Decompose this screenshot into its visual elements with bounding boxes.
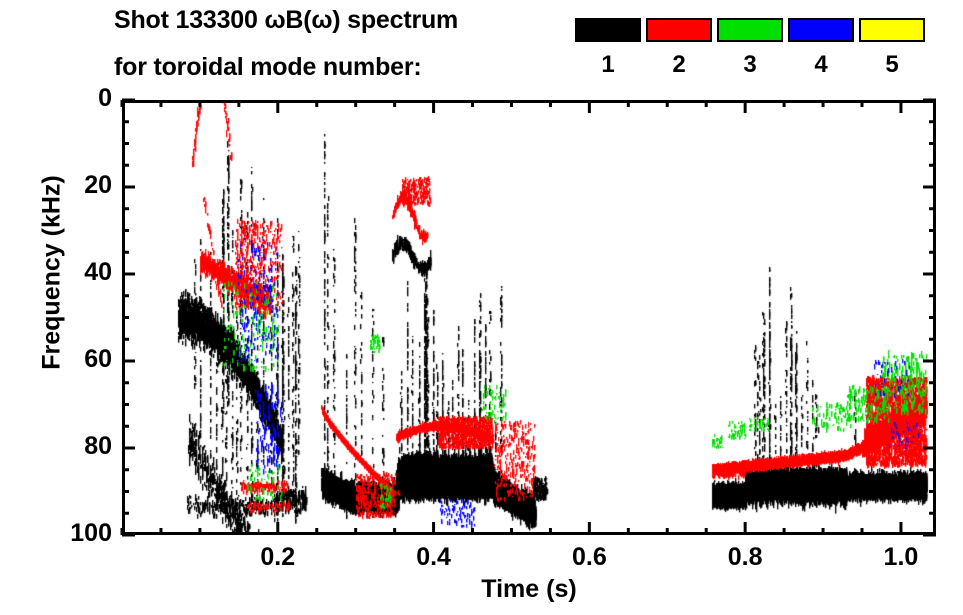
- y-tick-label-100: 0: [98, 84, 112, 112]
- legend-swatch-2: [646, 18, 712, 42]
- legend-swatch-3: [717, 18, 783, 42]
- plot-area: [122, 100, 936, 535]
- figure-title-line-1: Shot 133300 ωB(ω) spectrum: [114, 6, 459, 34]
- legend-item-1: 1: [575, 14, 641, 90]
- legend-swatch-1: [575, 18, 641, 42]
- legend-label-2: 2: [672, 51, 686, 78]
- x-tick-label-0.4: 0.4: [416, 543, 451, 571]
- spectrogram-scatter-canvas: [125, 103, 933, 532]
- x-tick-label-0.6: 0.6: [571, 543, 607, 571]
- y-tick-label-20: 80: [84, 432, 112, 460]
- legend-label-1: 1: [601, 51, 615, 78]
- legend-swatch-4: [788, 18, 854, 42]
- x-tick-label-0.8: 0.8: [727, 543, 763, 571]
- x-tick-label-1: 1.0: [883, 543, 919, 571]
- legend-label-4: 4: [814, 51, 828, 78]
- legend-item-4: 4: [788, 14, 854, 90]
- x-tick-label-0.2: 0.2: [260, 543, 296, 571]
- y-tick-label-80: 20: [84, 171, 112, 199]
- y-tick-label-60: 40: [84, 258, 112, 286]
- legend: 1 2 3 4 5: [575, 14, 925, 90]
- y-tick-label-0: 100: [70, 519, 112, 547]
- y-tick-label-40: 60: [84, 345, 112, 373]
- x-axis-label: Time (s): [481, 575, 577, 603]
- legend-label-5: 5: [885, 51, 899, 78]
- legend-item-2: 2: [646, 14, 712, 90]
- legend-label-3: 3: [743, 51, 757, 78]
- legend-item-3: 3: [717, 14, 783, 90]
- legend-swatch-5: [859, 18, 925, 42]
- legend-item-5: 5: [859, 14, 925, 90]
- figure-title-line-2: for toroidal mode number:: [114, 53, 422, 81]
